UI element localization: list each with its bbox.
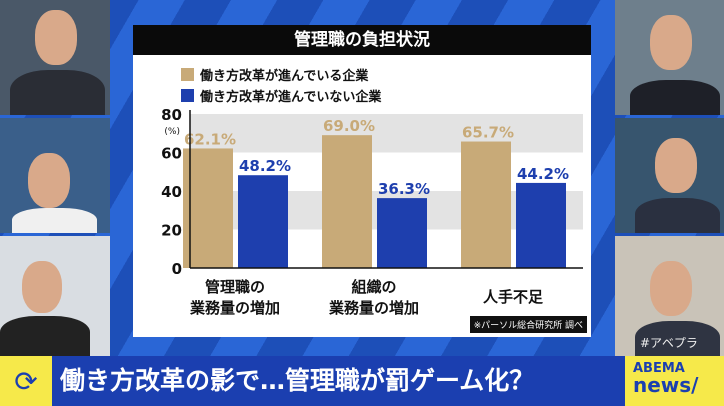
headline-text: 働き方改革の影で…管理職が罰ゲーム化？ (60, 366, 535, 395)
x-category-label: 組織の (351, 278, 396, 296)
x-category-label: 業務量の増加 (328, 299, 419, 317)
y-axis-unit: (%) (164, 127, 180, 137)
video-panelist-4 (615, 0, 724, 115)
video-panelist-6 (615, 236, 724, 356)
bar (461, 141, 511, 268)
video-panelist-2 (0, 118, 110, 233)
y-tick-label: 60 (161, 145, 182, 163)
video-panelist-5 (615, 118, 724, 233)
logo-line1: ABEMA (633, 361, 685, 376)
data-label: 48.2% (239, 157, 291, 175)
data-label: 44.2% (517, 165, 569, 183)
data-label: 36.3% (378, 180, 430, 198)
bar (377, 198, 427, 268)
bar (183, 148, 233, 268)
y-tick-label: 80 (161, 106, 182, 124)
hashtag: #アベプラ (640, 336, 698, 350)
logo-line2: news/ (633, 373, 699, 397)
legend-item-not-advanced: 働き方改革が進んでいない企業 (181, 86, 381, 105)
data-label: 69.0% (323, 117, 375, 135)
x-category-label: 人手不足 (483, 288, 544, 306)
legend-item-advanced: 働き方改革が進んでいる企業 (181, 65, 368, 84)
chart-title: 管理職の負担状況 (133, 25, 591, 55)
y-tick-label: 20 (161, 222, 182, 240)
headline-banner: ⟳ 働き方改革の影で…管理職が罰ゲーム化？ ABEMA news/ (0, 356, 724, 406)
abema-news-logo: ABEMA news/ (625, 356, 724, 406)
y-tick-label: 0 (172, 260, 182, 278)
grid-band (190, 114, 583, 153)
bar (322, 135, 372, 268)
legend-swatch (181, 68, 194, 81)
bar (238, 175, 288, 268)
bar (516, 182, 566, 268)
video-panelist-3 (0, 236, 110, 356)
legend-label: 働き方改革が進んでいる企業 (200, 69, 369, 84)
chart-panel: 管理職の負担状況 働き方改革が進んでいる企業 働き方改革が進んでいない企業 0 2… (133, 25, 591, 337)
source-note: ※パーソル総合研究所 調べ (469, 316, 587, 333)
x-category-label: 管理職の (205, 278, 265, 296)
data-label: 62.1% (184, 130, 236, 148)
x-category-label: 業務量の増加 (189, 299, 280, 317)
data-label: 65.7% (462, 124, 514, 142)
y-tick-label: 40 (161, 183, 182, 201)
video-panelist-1 (0, 0, 110, 115)
legend-label: 働き方改革が進んでいない企業 (200, 90, 382, 105)
legend-swatch (181, 89, 194, 102)
refresh-cycle-icon: ⟳ (0, 356, 52, 406)
